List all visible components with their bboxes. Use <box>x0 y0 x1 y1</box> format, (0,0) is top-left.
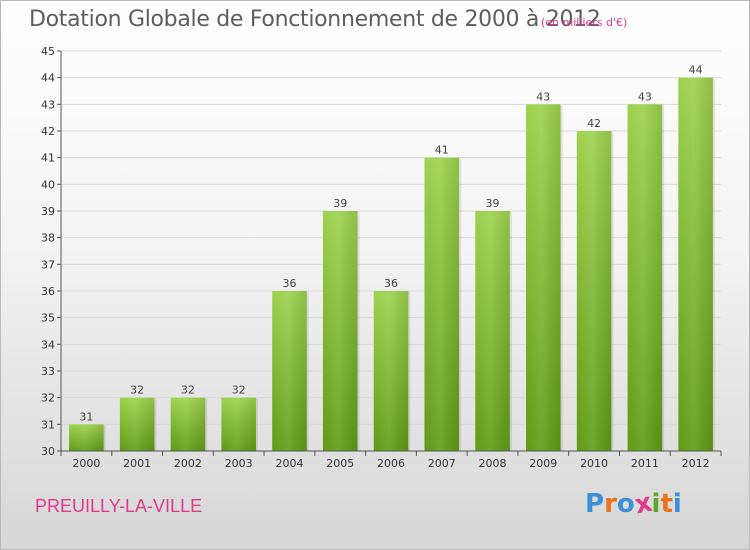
bar-highlight <box>272 291 307 451</box>
data-label: 32 <box>181 384 195 397</box>
data-label: 43 <box>638 90 652 103</box>
y-tick-label: 33 <box>41 365 55 378</box>
x-tick-label: 2009 <box>529 457 557 470</box>
y-tick-label: 45 <box>41 45 55 58</box>
y-tick-label: 35 <box>41 312 55 325</box>
x-tick-label: 2007 <box>428 457 456 470</box>
bar-highlight <box>373 291 409 451</box>
y-tick-label: 41 <box>41 152 55 165</box>
y-tick-label: 43 <box>41 98 55 111</box>
x-tick-label: 2004 <box>275 457 303 470</box>
bar-highlight <box>170 397 206 451</box>
place-name: PREUILLY-LA-VILLE <box>35 496 203 516</box>
data-label: 36 <box>384 277 398 290</box>
bar-highlight <box>475 211 510 451</box>
data-label: 42 <box>587 117 601 130</box>
axes <box>57 50 722 456</box>
chart-title: Dotation Globale de Fonctionnement de 20… <box>29 7 601 32</box>
y-tick-label: 31 <box>41 418 55 431</box>
y-tick-label: 40 <box>41 178 55 191</box>
logo-letter: P <box>585 489 605 519</box>
y-tick-label: 30 <box>41 445 55 458</box>
x-tick-label: 2001 <box>123 457 151 470</box>
logo-letter: t <box>660 489 673 519</box>
x-tick-label: 2008 <box>479 457 507 470</box>
x-tick-label: 2012 <box>682 457 710 470</box>
logo-letter: i <box>651 489 661 519</box>
labels: 30 31 32 33 34 35 36 37 38 39 40 41 42 43 44 45 31 2000 32… <box>41 45 710 470</box>
x-tick-label: 2002 <box>174 457 202 470</box>
data-label: 31 <box>79 410 93 423</box>
data-label: 39 <box>333 197 347 210</box>
data-label: 41 <box>435 144 449 157</box>
bar-highlight <box>678 77 713 452</box>
data-label: 32 <box>232 384 246 397</box>
data-label: 44 <box>689 64 703 77</box>
bar-highlight <box>627 104 663 451</box>
bar-highlight <box>424 157 460 451</box>
bar-highlight <box>526 104 561 451</box>
x-tick-label: 2006 <box>377 457 405 470</box>
y-tick-label: 42 <box>41 125 55 138</box>
x-tick-label: 2005 <box>326 457 354 470</box>
x-tick-label: 2000 <box>72 457 100 470</box>
y-tick-label: 32 <box>41 392 55 405</box>
y-tick-label: 36 <box>41 285 55 298</box>
y-tick-label: 38 <box>41 232 55 245</box>
y-tick-label: 34 <box>41 338 55 351</box>
y-tick-label: 39 <box>41 205 55 218</box>
proxiti-logo: Proxiti <box>585 488 682 521</box>
data-label: 32 <box>130 384 144 397</box>
logo-letter: o <box>616 489 635 519</box>
x-tick-label: 2003 <box>225 457 253 470</box>
data-label: 39 <box>486 197 500 210</box>
bar-highlight <box>69 424 104 451</box>
data-label: 36 <box>282 277 296 290</box>
x-tick-label: 2011 <box>631 457 659 470</box>
bar-highlight <box>576 131 612 451</box>
chart-subtitle: (en milliers d'€) <box>541 16 628 29</box>
y-tick-label: 44 <box>41 72 55 85</box>
bar-highlight <box>221 397 256 451</box>
bar-highlight <box>119 397 155 451</box>
bar-highlight <box>322 211 358 451</box>
logo-letter: i <box>672 489 682 519</box>
bars <box>69 77 715 452</box>
logo-letter: r <box>604 489 617 519</box>
data-label: 43 <box>536 90 550 103</box>
x-tick-label: 2010 <box>580 457 608 470</box>
y-tick-label: 37 <box>41 258 55 271</box>
